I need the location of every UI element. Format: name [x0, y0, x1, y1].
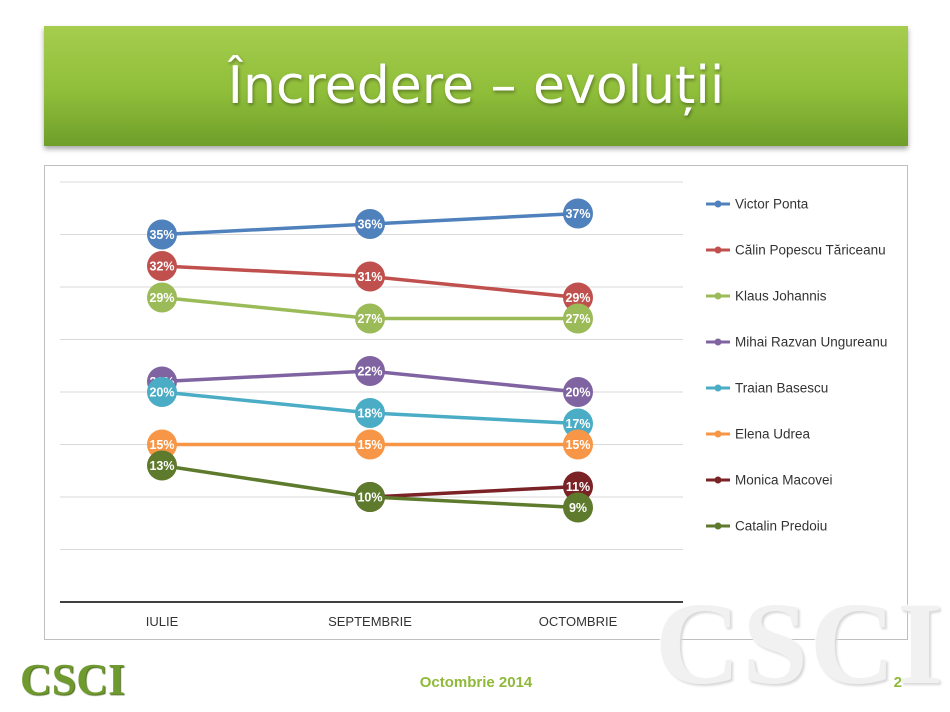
data-point — [355, 398, 385, 428]
legend-swatch-marker — [714, 476, 722, 484]
x-tick-label: OCTOMBRIE — [539, 614, 618, 629]
x-tick-label: IULIE — [146, 614, 179, 629]
data-label: 11% — [566, 480, 590, 494]
data-label: 37% — [565, 207, 590, 221]
data-point — [147, 219, 177, 250]
footer-date: Octombrie 2014 — [419, 674, 533, 691]
data-point — [563, 429, 593, 460]
data-point — [355, 261, 385, 292]
legend-swatch-marker — [714, 522, 722, 530]
data-label: 27% — [357, 312, 382, 326]
data-point — [147, 251, 177, 281]
series-line — [368, 411, 580, 426]
data-label: 31% — [357, 270, 382, 284]
data-label: 9% — [569, 501, 587, 515]
data-point — [147, 429, 177, 460]
series-line — [368, 495, 580, 510]
x-tick-label: SEPTEMBRIE — [328, 614, 412, 629]
data-point — [563, 303, 593, 334]
data-point — [563, 377, 593, 407]
data-point — [563, 198, 593, 229]
data-point — [563, 492, 593, 523]
series-line — [160, 463, 372, 499]
legend-entry: Klaus Johannis — [735, 289, 827, 304]
title-bar: Încredere – evoluții — [44, 26, 908, 146]
legend-entry: Monica Macovei — [735, 473, 833, 488]
series-line — [160, 264, 372, 279]
legend-entry: Elena Udrea — [735, 427, 811, 442]
data-label: 29% — [149, 291, 174, 305]
series-line — [160, 295, 372, 321]
legend-swatch-marker — [714, 384, 722, 392]
watermark-logo: CSCI — [655, 578, 945, 709]
series-line — [160, 369, 372, 384]
data-label: 29% — [565, 291, 590, 305]
series-line — [368, 274, 580, 300]
legend-entry: Catalin Predoiu — [735, 519, 827, 534]
series-line — [368, 484, 580, 499]
data-point — [147, 377, 177, 407]
data-label: 32% — [149, 260, 174, 274]
data-label: 18% — [357, 407, 382, 421]
data-point — [563, 408, 593, 439]
data-point — [355, 482, 385, 512]
data-point — [147, 282, 177, 313]
series-line — [160, 390, 372, 415]
data-label: 27% — [565, 312, 590, 326]
legend-swatch-marker — [714, 338, 722, 346]
legend-entry: Victor Ponta — [735, 197, 809, 212]
legend-entry: Călin Popescu Tăriceanu — [735, 243, 886, 258]
data-point — [355, 429, 385, 460]
legend-swatch-marker — [714, 430, 722, 438]
data-point — [147, 450, 177, 481]
slide-title: Încredere – evoluții — [227, 56, 725, 116]
data-point — [355, 303, 385, 334]
legend-swatch-marker — [714, 292, 722, 300]
legend-entry: Traian Basescu — [735, 381, 828, 396]
data-label: 36% — [357, 218, 382, 232]
data-label: 15% — [357, 438, 382, 452]
data-point — [355, 356, 385, 386]
series-line — [368, 211, 580, 226]
data-label: 20% — [565, 386, 590, 400]
data-label: 22% — [357, 365, 382, 379]
legend-swatch-marker — [714, 246, 722, 254]
data-label: 35% — [149, 228, 174, 242]
data-label: 20% — [149, 386, 174, 400]
data-label: 15% — [565, 438, 590, 452]
csci-logo: CSCI — [20, 655, 126, 704]
data-point — [355, 209, 385, 239]
page-number: 2 — [893, 674, 902, 691]
data-label: 15% — [149, 438, 174, 452]
data-label: 17% — [565, 417, 590, 431]
data-point — [563, 282, 593, 313]
series-line — [368, 369, 580, 394]
legend-swatch-marker — [714, 200, 722, 208]
data-point — [563, 471, 593, 502]
series-line — [160, 222, 372, 237]
data-label: 13% — [149, 459, 174, 473]
chart-frame — [44, 165, 908, 640]
data-label: 10% — [357, 491, 382, 505]
legend-entry: Mihai Razvan Ungureanu — [735, 335, 887, 350]
